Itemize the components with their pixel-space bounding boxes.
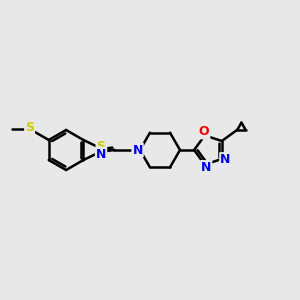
Text: N: N xyxy=(96,148,106,160)
Text: N: N xyxy=(220,153,231,166)
Text: O: O xyxy=(199,125,209,138)
Text: S: S xyxy=(25,121,34,134)
Text: N: N xyxy=(132,143,143,157)
Text: N: N xyxy=(201,161,211,174)
Text: S: S xyxy=(97,140,106,153)
